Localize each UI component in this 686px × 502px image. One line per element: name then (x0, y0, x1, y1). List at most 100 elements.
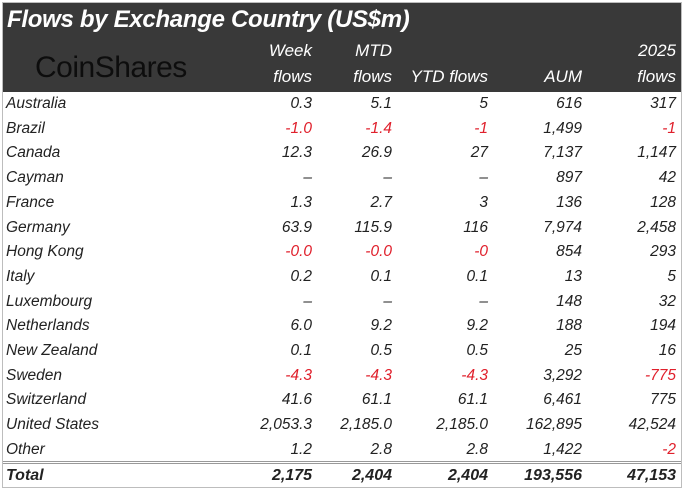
table-row: Other 1.2 2.8 2.8 1,422 -2 (3, 438, 681, 463)
table-cell: 9.2 (370, 317, 392, 335)
table-cell: 0.1 (370, 267, 392, 285)
table-cell: -0 (474, 243, 488, 261)
table-cell: -4.3 (461, 366, 488, 384)
table-cell: 63.9 (281, 218, 312, 236)
table-cell: 897 (556, 169, 582, 187)
table-cell: 32 (658, 292, 676, 310)
table-row: Brazil -1.0 -1.4 -1 1,499 -1 (3, 117, 681, 142)
country-label: France (6, 193, 55, 211)
table-row: Germany 63.9 115.9 116 7,974 2,458 (3, 216, 681, 241)
column-header: Week (268, 41, 312, 60)
column-header: flows (273, 67, 312, 86)
table-cell: 0.2 (290, 267, 312, 285)
country-label: Sweden (6, 366, 63, 384)
table-cell: -1 (662, 119, 676, 137)
table-row: Italy 0.2 0.1 0.1 13 5 (3, 265, 681, 290)
table-cell: 7,974 (543, 218, 582, 236)
table-cell: 2,458 (637, 218, 676, 236)
table-cell: – (383, 292, 392, 310)
table-cell: -1.4 (365, 119, 392, 137)
column-header: flows (353, 67, 392, 86)
table-cell: 0.5 (466, 342, 488, 359)
table-cell: 7,137 (543, 144, 582, 162)
table-cell: -0.0 (365, 243, 392, 261)
country-label: New Zealand (6, 342, 98, 359)
column-header: flows (637, 67, 676, 86)
table-cell: 162,895 (525, 416, 582, 434)
table-cell: 3,292 (543, 366, 582, 384)
table-cell: 1,147 (637, 144, 676, 162)
table-cell: 5 (479, 95, 488, 112)
country-label: Canada (6, 144, 61, 162)
table-cell: 293 (650, 243, 676, 261)
table-cell: 0.5 (370, 342, 392, 359)
total-row: Total 2,175 2,404 2,404 193,556 47,153 (3, 461, 681, 489)
table-row: Canada 12.3 26.9 27 7,137 1,147 (3, 141, 681, 166)
table-cell: -4.3 (365, 366, 392, 384)
table-cell: 128 (650, 193, 676, 211)
country-label: Italy (6, 267, 35, 285)
table-cell: 2,185.0 (340, 416, 392, 434)
table-cell: 188 (556, 317, 582, 335)
table-cell: 2.8 (466, 440, 488, 458)
table-cell: 13 (564, 267, 582, 285)
table-cell: 41.6 (281, 391, 312, 409)
table-cell: 3 (479, 193, 488, 211)
table-cell: -1.0 (285, 119, 312, 137)
table-cell: 61.1 (457, 391, 488, 409)
country-label: Other (6, 440, 45, 458)
table-cell: -775 (644, 366, 676, 384)
table-cell: 1.2 (290, 440, 312, 458)
table-cell: 2,175 (271, 467, 312, 484)
table-row: United States 2,053.3 2,185.0 2,185.0 162,89… (3, 413, 681, 438)
table-cell: 2,404 (447, 467, 488, 484)
country-label: Cayman (6, 169, 64, 187)
table-row: Luxembourg – – – 148 32 (3, 290, 681, 315)
table-header: Flows by Exchange Country (US$m) CoinSha… (3, 3, 681, 92)
table-cell: 0.1 (466, 267, 488, 285)
table-row: Cayman – – – 897 42 (3, 166, 681, 191)
table-cell: 317 (650, 95, 676, 112)
country-label: Switzerland (6, 391, 87, 409)
table-cell: 854 (556, 243, 582, 261)
table-cell: 136 (556, 193, 582, 211)
country-label: United States (6, 416, 100, 434)
table-cell: 148 (556, 292, 582, 310)
table-cell: 6.0 (290, 317, 312, 335)
table-cell: 5.1 (370, 95, 392, 112)
table-cell: 27 (470, 144, 488, 162)
table-cell: 1.3 (290, 193, 312, 211)
table-cell: 5 (667, 267, 676, 285)
table-cell: -0.0 (285, 243, 312, 261)
table-row: Hong Kong -0.0 -0.0 -0 854 293 (3, 240, 681, 265)
table-cell: 25 (564, 342, 582, 359)
country-label: Australia (6, 95, 67, 112)
table-cell: 12.3 (281, 144, 312, 162)
column-header: MTD (355, 41, 392, 60)
table-cell: – (303, 292, 312, 310)
country-label: Luxembourg (6, 292, 93, 310)
column-header: 2025 (638, 41, 676, 60)
table-cell: 2.7 (370, 193, 392, 211)
table-cell: – (383, 169, 392, 187)
table-cell: 193,556 (524, 467, 582, 484)
country-label: Hong Kong (6, 243, 84, 261)
table-cell: 9.2 (466, 317, 488, 335)
column-header: YTD flows (410, 67, 488, 86)
table-row: France 1.3 2.7 3 136 128 (3, 191, 681, 216)
table-cell: 775 (650, 391, 676, 409)
table-cell: 42,524 (628, 416, 676, 434)
table-row: Australia 0.3 5.1 5 616 317 (3, 92, 681, 117)
table-cell: 0.1 (290, 342, 312, 359)
table-title: Flows by Exchange Country (US$m) (7, 6, 410, 33)
table-cell: 26.9 (361, 144, 392, 162)
table-cell: 0.3 (290, 95, 312, 112)
coinshares-logo: CoinShares (35, 51, 187, 84)
table-cell: 47,153 (627, 467, 676, 484)
table-cell: 42 (658, 169, 676, 187)
table-cell: 116 (463, 218, 488, 236)
country-label: Netherlands (6, 317, 90, 335)
table-cell: – (303, 169, 312, 187)
table-cell: 194 (650, 317, 676, 335)
country-label: Total (6, 467, 44, 484)
